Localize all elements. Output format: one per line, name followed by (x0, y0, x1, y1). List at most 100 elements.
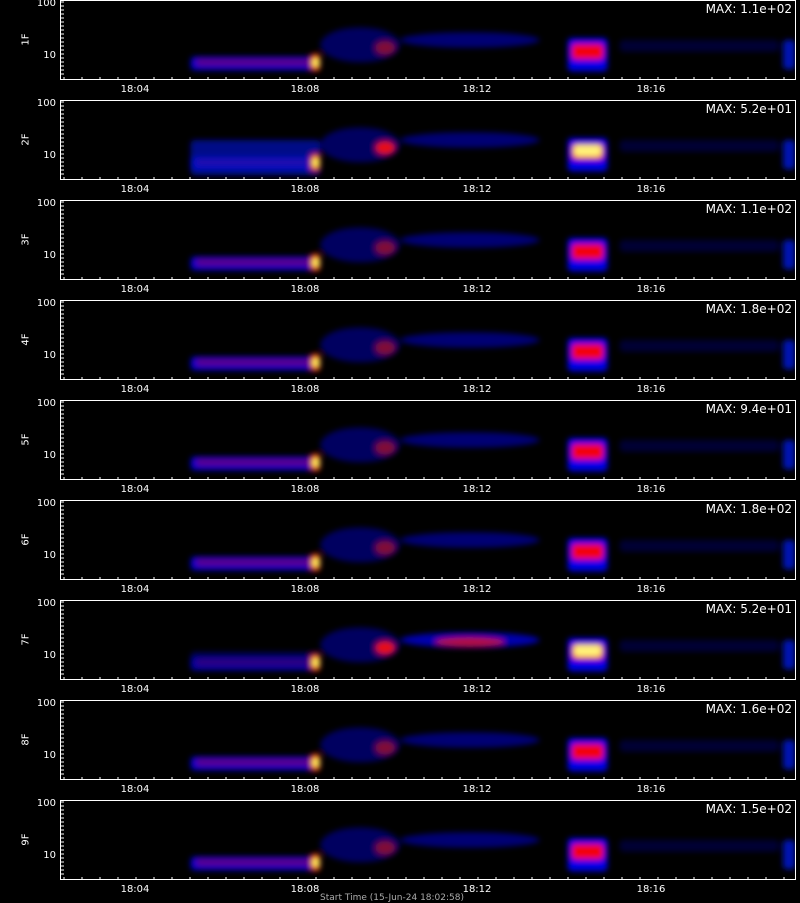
heat-edge (783, 840, 795, 870)
y-tick-label: 100 (36, 498, 56, 509)
spectrogram-plot (60, 800, 796, 880)
detector-panel: 3F MAX: 1.1e+02 100 10 18:04 18:08 18:12 18:16 (0, 198, 800, 300)
x-tick-label: 18:08 (290, 684, 320, 695)
heat-band-core (195, 759, 316, 766)
x-tick-label: 18:12 (462, 784, 492, 795)
x-tick-label: 18:16 (636, 184, 666, 195)
spectrogram-heatmap (190, 427, 795, 472)
x-tick-label: 18:04 (120, 284, 150, 295)
y-tick-label: 100 (36, 298, 56, 309)
x-tick-label: 18:08 (290, 884, 320, 895)
x-tick-label: 18:08 (290, 84, 320, 95)
spectrogram-plot (60, 0, 796, 80)
heat-edge (783, 140, 795, 170)
y-tick-label: 100 (36, 98, 56, 109)
detector-panel: 1F MAX: 1.1e+02 100 10 18:04 18:08 18:12 18:16 (0, 0, 800, 100)
x-tick-label: 18:08 (290, 284, 320, 295)
x-tick-label: 18:08 (290, 584, 320, 595)
heat-burst-red (571, 343, 604, 360)
heat-region-a-core (375, 340, 396, 355)
axes-ticks (60, 501, 785, 580)
spectrogram-plot (60, 700, 796, 780)
heat-edge (783, 240, 795, 270)
x-tick-label: 18:04 (120, 784, 150, 795)
heat-edge (783, 340, 795, 370)
heat-tail (619, 540, 780, 552)
y-tick-label: 100 (36, 798, 56, 809)
x-tick-label: 18:16 (636, 784, 666, 795)
x-tick-label: 18:12 (462, 584, 492, 595)
heat-region-b (400, 532, 540, 548)
heat-region-a-core (375, 140, 396, 155)
heat-flare-peak (312, 257, 320, 268)
x-tick-label: 18:12 (462, 484, 492, 495)
x-tick-label: 18:12 (462, 184, 492, 195)
y-tick-label: 10 (43, 150, 56, 161)
y-tick-label: 100 (36, 398, 56, 409)
detector-label: 3F (20, 233, 32, 246)
heat-tail (619, 840, 780, 852)
spectrogram-plot (60, 400, 796, 480)
heat-burst-red (571, 243, 604, 260)
max-value-label: MAX: 1.8e+02 (705, 302, 792, 316)
spectrogram-plot (60, 100, 796, 180)
heat-flare-peak (312, 357, 320, 368)
heat-tail (619, 440, 780, 452)
heat-burst-red (571, 43, 604, 60)
spectrogram-plot (60, 300, 796, 380)
heat-region-b (400, 132, 540, 148)
x-tick-label: 18:08 (290, 384, 320, 395)
heat-region-b-core (434, 637, 505, 647)
heat-region-b (400, 332, 540, 348)
heat-region-a-core (375, 640, 396, 655)
y-tick-label: 10 (43, 250, 56, 261)
x-tick-label: 18:12 (462, 384, 492, 395)
spectrogram-heatmap (190, 727, 795, 772)
heat-band-core (195, 559, 316, 566)
x-tick-label: 18:16 (636, 584, 666, 595)
heat-edge (783, 540, 795, 570)
y-tick-label: 10 (43, 850, 56, 861)
heat-region-b (400, 432, 540, 448)
heat-band-wide (190, 651, 321, 670)
x-tick-label: 18:12 (462, 884, 492, 895)
y-tick-label: 100 (36, 598, 56, 609)
detector-label: 4F (20, 333, 32, 346)
spectrogram-heatmap (190, 327, 795, 372)
heat-burst-red (571, 843, 604, 860)
detector-label: 7F (20, 633, 32, 646)
detector-label: 8F (20, 733, 32, 746)
detector-panel: 5F MAX: 9.4e+01 100 10 18:04 18:08 18:12 18:16 (0, 398, 800, 500)
x-tick-label: 18:04 (120, 584, 150, 595)
heat-band-core (195, 459, 316, 466)
y-tick-label: 10 (43, 550, 56, 561)
detector-label: 9F (20, 833, 32, 846)
max-value-label: MAX: 1.6e+02 (705, 702, 792, 716)
detector-label: 6F (20, 533, 32, 546)
heat-flare-peak (312, 57, 320, 68)
x-tick-label: 18:04 (120, 84, 150, 95)
axes-ticks (60, 601, 785, 680)
heat-flare-peak (312, 857, 320, 868)
detector-panel: 7F MAX: 5.2e+01 100 10 18:04 18:08 18:12 18:16 (0, 598, 800, 700)
heat-tail (619, 40, 780, 52)
axes-ticks (60, 201, 785, 280)
heat-tail (619, 340, 780, 352)
heat-region-a-core (375, 840, 396, 855)
detector-panel: 4F MAX: 1.8e+02 100 10 18:04 18:08 18:12 18:16 (0, 298, 800, 400)
heat-burst-red (571, 743, 604, 760)
spectrogram-heatmap (190, 127, 795, 176)
detector-label: 1F (20, 33, 32, 46)
heat-tail (619, 140, 780, 152)
heat-region-a-core (375, 540, 396, 555)
y-tick-label: 100 (36, 0, 56, 9)
heat-tail (619, 640, 780, 652)
heat-flare-peak (312, 657, 320, 668)
detector-panel: 8F MAX: 1.6e+02 100 10 18:04 18:08 18:12 18:16 (0, 698, 800, 800)
spectrogram-heatmap (190, 27, 795, 72)
heat-band-core (195, 259, 316, 266)
axes-ticks (60, 101, 785, 180)
max-value-label: MAX: 5.2e+01 (705, 602, 792, 616)
y-tick-label: 10 (43, 50, 56, 61)
x-axis-title: Start Time (15-Jun-24 18:02:58) (320, 893, 464, 903)
